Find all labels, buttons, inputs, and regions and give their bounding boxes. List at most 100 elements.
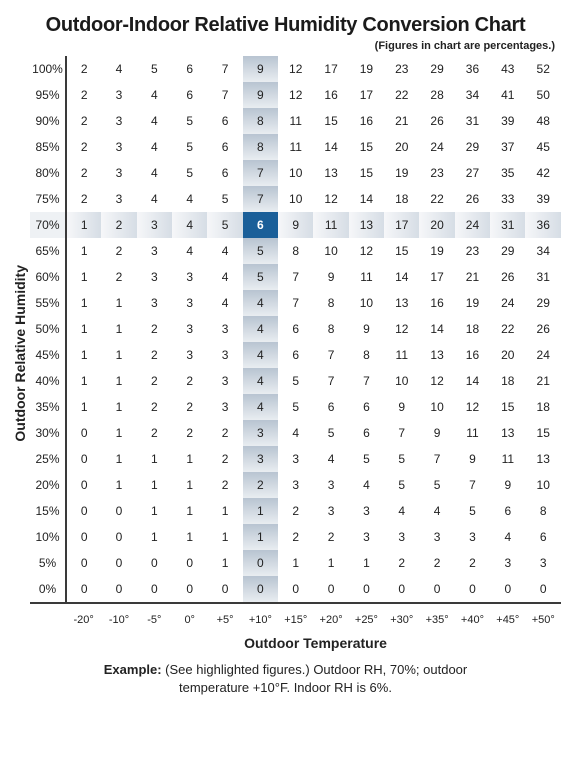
cell: 3 (278, 446, 313, 472)
table-row: 55%11334478101316192429 (30, 290, 561, 316)
column-label: -20° (66, 603, 101, 631)
cell: 1 (243, 524, 278, 550)
cell: 3 (313, 498, 348, 524)
cell: 3 (349, 524, 384, 550)
cell: 6 (207, 160, 242, 186)
cell: 31 (455, 108, 490, 134)
cell: 7 (384, 420, 419, 446)
cell: 2 (207, 472, 242, 498)
row-label: 30% (30, 420, 66, 446)
cell: 6 (349, 394, 384, 420)
cell: 12 (313, 186, 348, 212)
column-label: +40° (455, 603, 490, 631)
cell: 6 (490, 498, 525, 524)
cell: 4 (313, 446, 348, 472)
cell: 2 (137, 342, 172, 368)
cell: 3 (243, 446, 278, 472)
cell: 26 (490, 264, 525, 290)
row-label: 75% (30, 186, 66, 212)
table-row: 95%2346791216172228344150 (30, 82, 561, 108)
cell: 11 (278, 134, 313, 160)
example-label: Example: (104, 662, 162, 677)
cell: 15 (349, 160, 384, 186)
column-label: +50° (525, 603, 561, 631)
cell: 7 (313, 368, 348, 394)
cell: 1 (101, 472, 136, 498)
y-axis-label: Outdoor Relative Humidity (10, 265, 30, 442)
cell: 22 (490, 316, 525, 342)
cell: 2 (278, 498, 313, 524)
column-label: +25° (349, 603, 384, 631)
column-label: +15° (278, 603, 313, 631)
cell: 37 (490, 134, 525, 160)
table-row: 85%2345681114152024293745 (30, 134, 561, 160)
cell: 3 (137, 212, 172, 238)
cell: 35 (490, 160, 525, 186)
cell: 18 (490, 368, 525, 394)
cell: 4 (384, 498, 419, 524)
cell: 5 (384, 472, 419, 498)
cell: 23 (419, 160, 454, 186)
cell: 31 (490, 212, 525, 238)
cell: 33 (490, 186, 525, 212)
cell: 1 (66, 290, 101, 316)
cell: 6 (207, 108, 242, 134)
cell: 7 (349, 368, 384, 394)
cell: 0 (525, 576, 561, 603)
cell: 16 (349, 108, 384, 134)
table-row: 30%01222345679111315 (30, 420, 561, 446)
table-row: 60%12334579111417212631 (30, 264, 561, 290)
cell: 39 (490, 108, 525, 134)
cell: 3 (455, 524, 490, 550)
cell: 20 (419, 212, 454, 238)
cell: 34 (525, 238, 561, 264)
row-label: 40% (30, 368, 66, 394)
table-row: 40%1122345771012141821 (30, 368, 561, 394)
cell: 0 (101, 550, 136, 576)
cell: 0 (137, 550, 172, 576)
table-row: 15%00111123344568 (30, 498, 561, 524)
cell: 2 (172, 394, 207, 420)
cell: 3 (101, 160, 136, 186)
cell: 2 (66, 160, 101, 186)
cell: 20 (490, 342, 525, 368)
cell: 1 (137, 472, 172, 498)
cell: 0 (101, 524, 136, 550)
cell: 7 (455, 472, 490, 498)
cell: 23 (455, 238, 490, 264)
cell: 0 (243, 576, 278, 603)
cell: 3 (278, 472, 313, 498)
cell: 50 (525, 82, 561, 108)
cell: 29 (525, 290, 561, 316)
cell: 1 (66, 342, 101, 368)
cell: 6 (313, 394, 348, 420)
cell: 12 (278, 82, 313, 108)
cell: 6 (172, 56, 207, 82)
cell: 24 (525, 342, 561, 368)
cell: 9 (313, 264, 348, 290)
cell: 19 (419, 238, 454, 264)
cell: 4 (137, 82, 172, 108)
cell: 6 (278, 316, 313, 342)
cell: 0 (172, 576, 207, 603)
cell: 0 (101, 498, 136, 524)
cell: 3 (172, 264, 207, 290)
cell: 17 (384, 212, 419, 238)
cell: 1 (101, 446, 136, 472)
cell: 10 (419, 394, 454, 420)
cell: 0 (66, 472, 101, 498)
cell: 1 (313, 550, 348, 576)
cell: 1 (349, 550, 384, 576)
cell: 1 (207, 550, 242, 576)
cell: 4 (137, 186, 172, 212)
cell: 9 (243, 82, 278, 108)
cell: 2 (172, 420, 207, 446)
table-row: 65%123445810121519232934 (30, 238, 561, 264)
cell: 0 (384, 576, 419, 603)
cell: 13 (490, 420, 525, 446)
cell: 5 (243, 238, 278, 264)
cell: 0 (101, 576, 136, 603)
cell: 15 (349, 134, 384, 160)
cell: 8 (243, 108, 278, 134)
cell: 9 (278, 212, 313, 238)
